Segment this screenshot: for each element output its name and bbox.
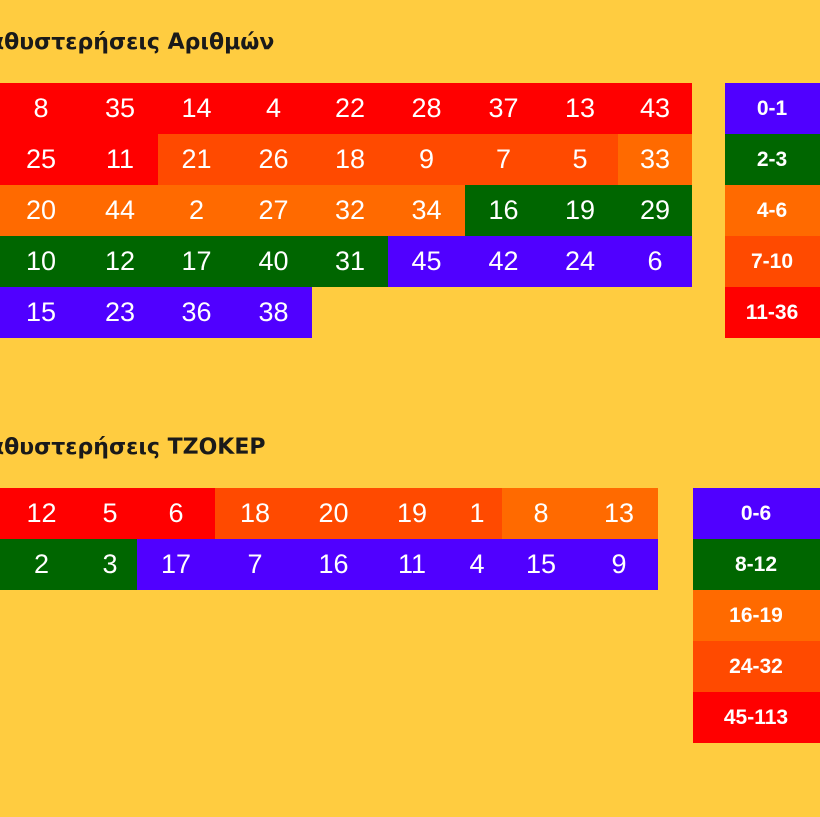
- grid-row: 8 35 14 4 22 28 37 13 43: [0, 83, 692, 134]
- delay-number-cell: 21: [158, 134, 235, 185]
- delay-number-cell: 37: [465, 83, 542, 134]
- delay-number-cell: 19: [542, 185, 618, 236]
- delay-number-cell: 13: [580, 488, 658, 539]
- grid-row: 15 23 36 38: [0, 287, 692, 338]
- delay-number-cell: 9: [388, 134, 465, 185]
- delay-number-cell: 34: [388, 185, 465, 236]
- delay-number-cell: 4: [235, 83, 312, 134]
- delay-number-cell: 29: [618, 185, 692, 236]
- delay-number-cell: 13: [542, 83, 618, 134]
- delay-number-cell: 5: [83, 488, 137, 539]
- delay-number-cell: 1: [452, 488, 502, 539]
- grid-row: 2 3 17 7 16 11 4 15 9: [0, 539, 658, 590]
- delay-number-cell: 16: [295, 539, 372, 590]
- joker-legend: 0-6 8-12 16-19 24-32 45-113: [693, 488, 820, 743]
- delay-number-cell: 15: [502, 539, 580, 590]
- delay-number-cell: 3: [83, 539, 137, 590]
- grid-row: 12 5 6 18 20 19 1 8 13: [0, 488, 658, 539]
- delay-number-cell: 6: [618, 236, 692, 287]
- delay-number-cell: 38: [235, 287, 312, 338]
- legend-range-item: 0-6: [693, 488, 820, 539]
- numbers-legend: 0-1 2-3 4-6 7-10 11-36: [725, 83, 820, 338]
- delay-number-cell: 20: [0, 185, 82, 236]
- delay-number-cell: 5: [542, 134, 618, 185]
- delay-number-cell: 27: [235, 185, 312, 236]
- delay-number-cell: 2: [158, 185, 235, 236]
- delay-number-cell: 33: [618, 134, 692, 185]
- delay-number-cell: 12: [0, 488, 83, 539]
- delay-number-cell: 7: [465, 134, 542, 185]
- delay-number-cell: 43: [618, 83, 692, 134]
- numbers-section-title: Καθυστερήσεις Αριθμών: [0, 30, 275, 55]
- joker-section-title: Καθυστερήσεις ΤΖΟΚΕΡ: [0, 435, 266, 460]
- delay-number-cell: 40: [235, 236, 312, 287]
- delay-number-cell: 31: [312, 236, 388, 287]
- delay-number-cell: 23: [82, 287, 158, 338]
- legend-range-item: 11-36: [725, 287, 820, 338]
- delay-number-cell: 8: [502, 488, 580, 539]
- delay-number-cell: 18: [312, 134, 388, 185]
- delay-number-cell: 20: [295, 488, 372, 539]
- delay-number-cell: 26: [235, 134, 312, 185]
- delay-number-cell: 16: [465, 185, 542, 236]
- delay-number-cell: 12: [82, 236, 158, 287]
- delay-number-cell: 42: [465, 236, 542, 287]
- delay-number-cell: 15: [0, 287, 82, 338]
- delay-number-cell: 18: [215, 488, 295, 539]
- delay-number-cell: 17: [137, 539, 215, 590]
- delay-number-cell: 2: [0, 539, 83, 590]
- legend-range-item: 7-10: [725, 236, 820, 287]
- grid-row: 10 12 17 40 31 45 42 24 6: [0, 236, 692, 287]
- delay-number-cell: 32: [312, 185, 388, 236]
- delay-number-cell: 11: [82, 134, 158, 185]
- delay-number-cell: 10: [0, 236, 82, 287]
- delay-number-cell: 22: [312, 83, 388, 134]
- delay-number-cell: 4: [452, 539, 502, 590]
- delay-number-cell: 25: [0, 134, 82, 185]
- grid-row: 25 11 21 26 18 9 7 5 33: [0, 134, 692, 185]
- delay-number-cell: 24: [542, 236, 618, 287]
- delay-number-cell: 17: [158, 236, 235, 287]
- legend-range-item: 16-19: [693, 590, 820, 641]
- grid-row: 20 44 2 27 32 34 16 19 29: [0, 185, 692, 236]
- delay-number-cell: 7: [215, 539, 295, 590]
- delay-number-cell: 8: [0, 83, 82, 134]
- delay-number-cell: 9: [580, 539, 658, 590]
- legend-range-item: 24-32: [693, 641, 820, 692]
- legend-range-item: 4-6: [725, 185, 820, 236]
- delay-number-cell: 36: [158, 287, 235, 338]
- delay-number-cell: 11: [372, 539, 452, 590]
- delay-number-cell: 45: [388, 236, 465, 287]
- delay-number-cell: 14: [158, 83, 235, 134]
- delay-number-cell: 6: [137, 488, 215, 539]
- legend-range-item: 45-113: [693, 692, 820, 743]
- delay-number-cell: 19: [372, 488, 452, 539]
- legend-range-item: 2-3: [725, 134, 820, 185]
- delay-number-cell: 35: [82, 83, 158, 134]
- legend-range-item: 8-12: [693, 539, 820, 590]
- legend-range-item: 0-1: [725, 83, 820, 134]
- joker-delay-grid: 12 5 6 18 20 19 1 8 13 2 3 17 7 16 11 4 15 9: [0, 488, 658, 590]
- delay-number-cell: 44: [82, 185, 158, 236]
- numbers-delay-grid: 8 35 14 4 22 28 37 13 43 25 11 21 26 18 9 7 5 33 20 44 2 27 32…: [0, 83, 692, 338]
- delay-number-cell: 28: [388, 83, 465, 134]
